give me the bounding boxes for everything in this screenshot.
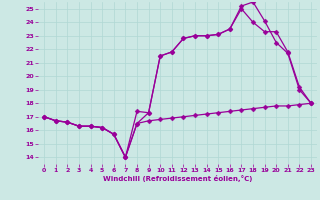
X-axis label: Windchill (Refroidissement éolien,°C): Windchill (Refroidissement éolien,°C) (103, 175, 252, 182)
